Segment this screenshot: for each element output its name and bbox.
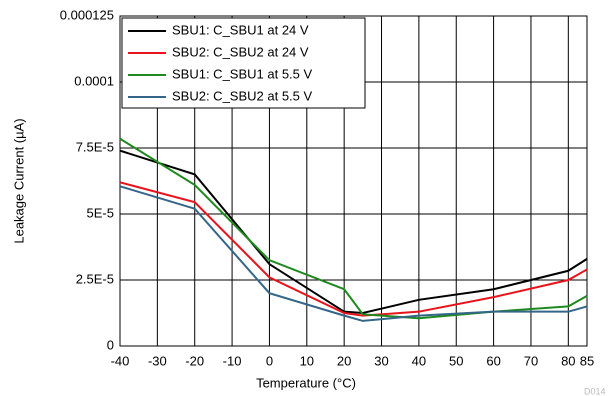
y-tick-label: 0: [107, 337, 114, 352]
x-tick-label: 0: [266, 353, 273, 368]
legend: SBU1: C_SBU1 at 24 V SBU2: C_SBU2 at 24 V…: [121, 17, 366, 109]
x-tick-label: -30: [148, 353, 167, 368]
legend-label: SBU1: C_SBU1 at 24 V: [172, 22, 309, 37]
legend-label: SBU2: C_SBU2 at 24 V: [172, 44, 309, 59]
x-tick-label: 40: [412, 353, 426, 368]
y-tick-label: 2.5E-5: [76, 271, 114, 286]
series-line: [119, 185, 588, 322]
watermark: D014: [584, 386, 606, 396]
x-tick-label: 50: [449, 353, 463, 368]
legend-box: [121, 17, 366, 109]
x-tick-label: 30: [374, 353, 388, 368]
y-tick-label: 7.5E-5: [76, 139, 114, 154]
x-axis-label: Temperature (°C): [256, 375, 356, 390]
x-tick-label: 70: [524, 353, 538, 368]
x-tick-label: -20: [185, 353, 204, 368]
x-tick-label: 80: [561, 353, 575, 368]
series-line: [119, 137, 588, 320]
x-tick-label: -10: [223, 353, 242, 368]
x-tick-label: 10: [300, 353, 314, 368]
legend-label: SBU1: C_SBU1 at 5.5 V: [172, 66, 313, 81]
y-axis-label: Leakage Current (µA): [11, 118, 26, 243]
y-tick-label: 0.0001: [74, 73, 114, 88]
x-tick-label: 20: [337, 353, 351, 368]
y-tick-label: 5E-5: [87, 205, 114, 220]
x-tick-label: 60: [486, 353, 500, 368]
x-tick-label: 85: [580, 353, 594, 368]
series-line: [119, 181, 588, 317]
x-tick-label: -40: [111, 353, 130, 368]
legend-label: SBU2: C_SBU2 at 5.5 V: [172, 88, 313, 103]
y-tick-label: 0.000125: [60, 7, 114, 22]
